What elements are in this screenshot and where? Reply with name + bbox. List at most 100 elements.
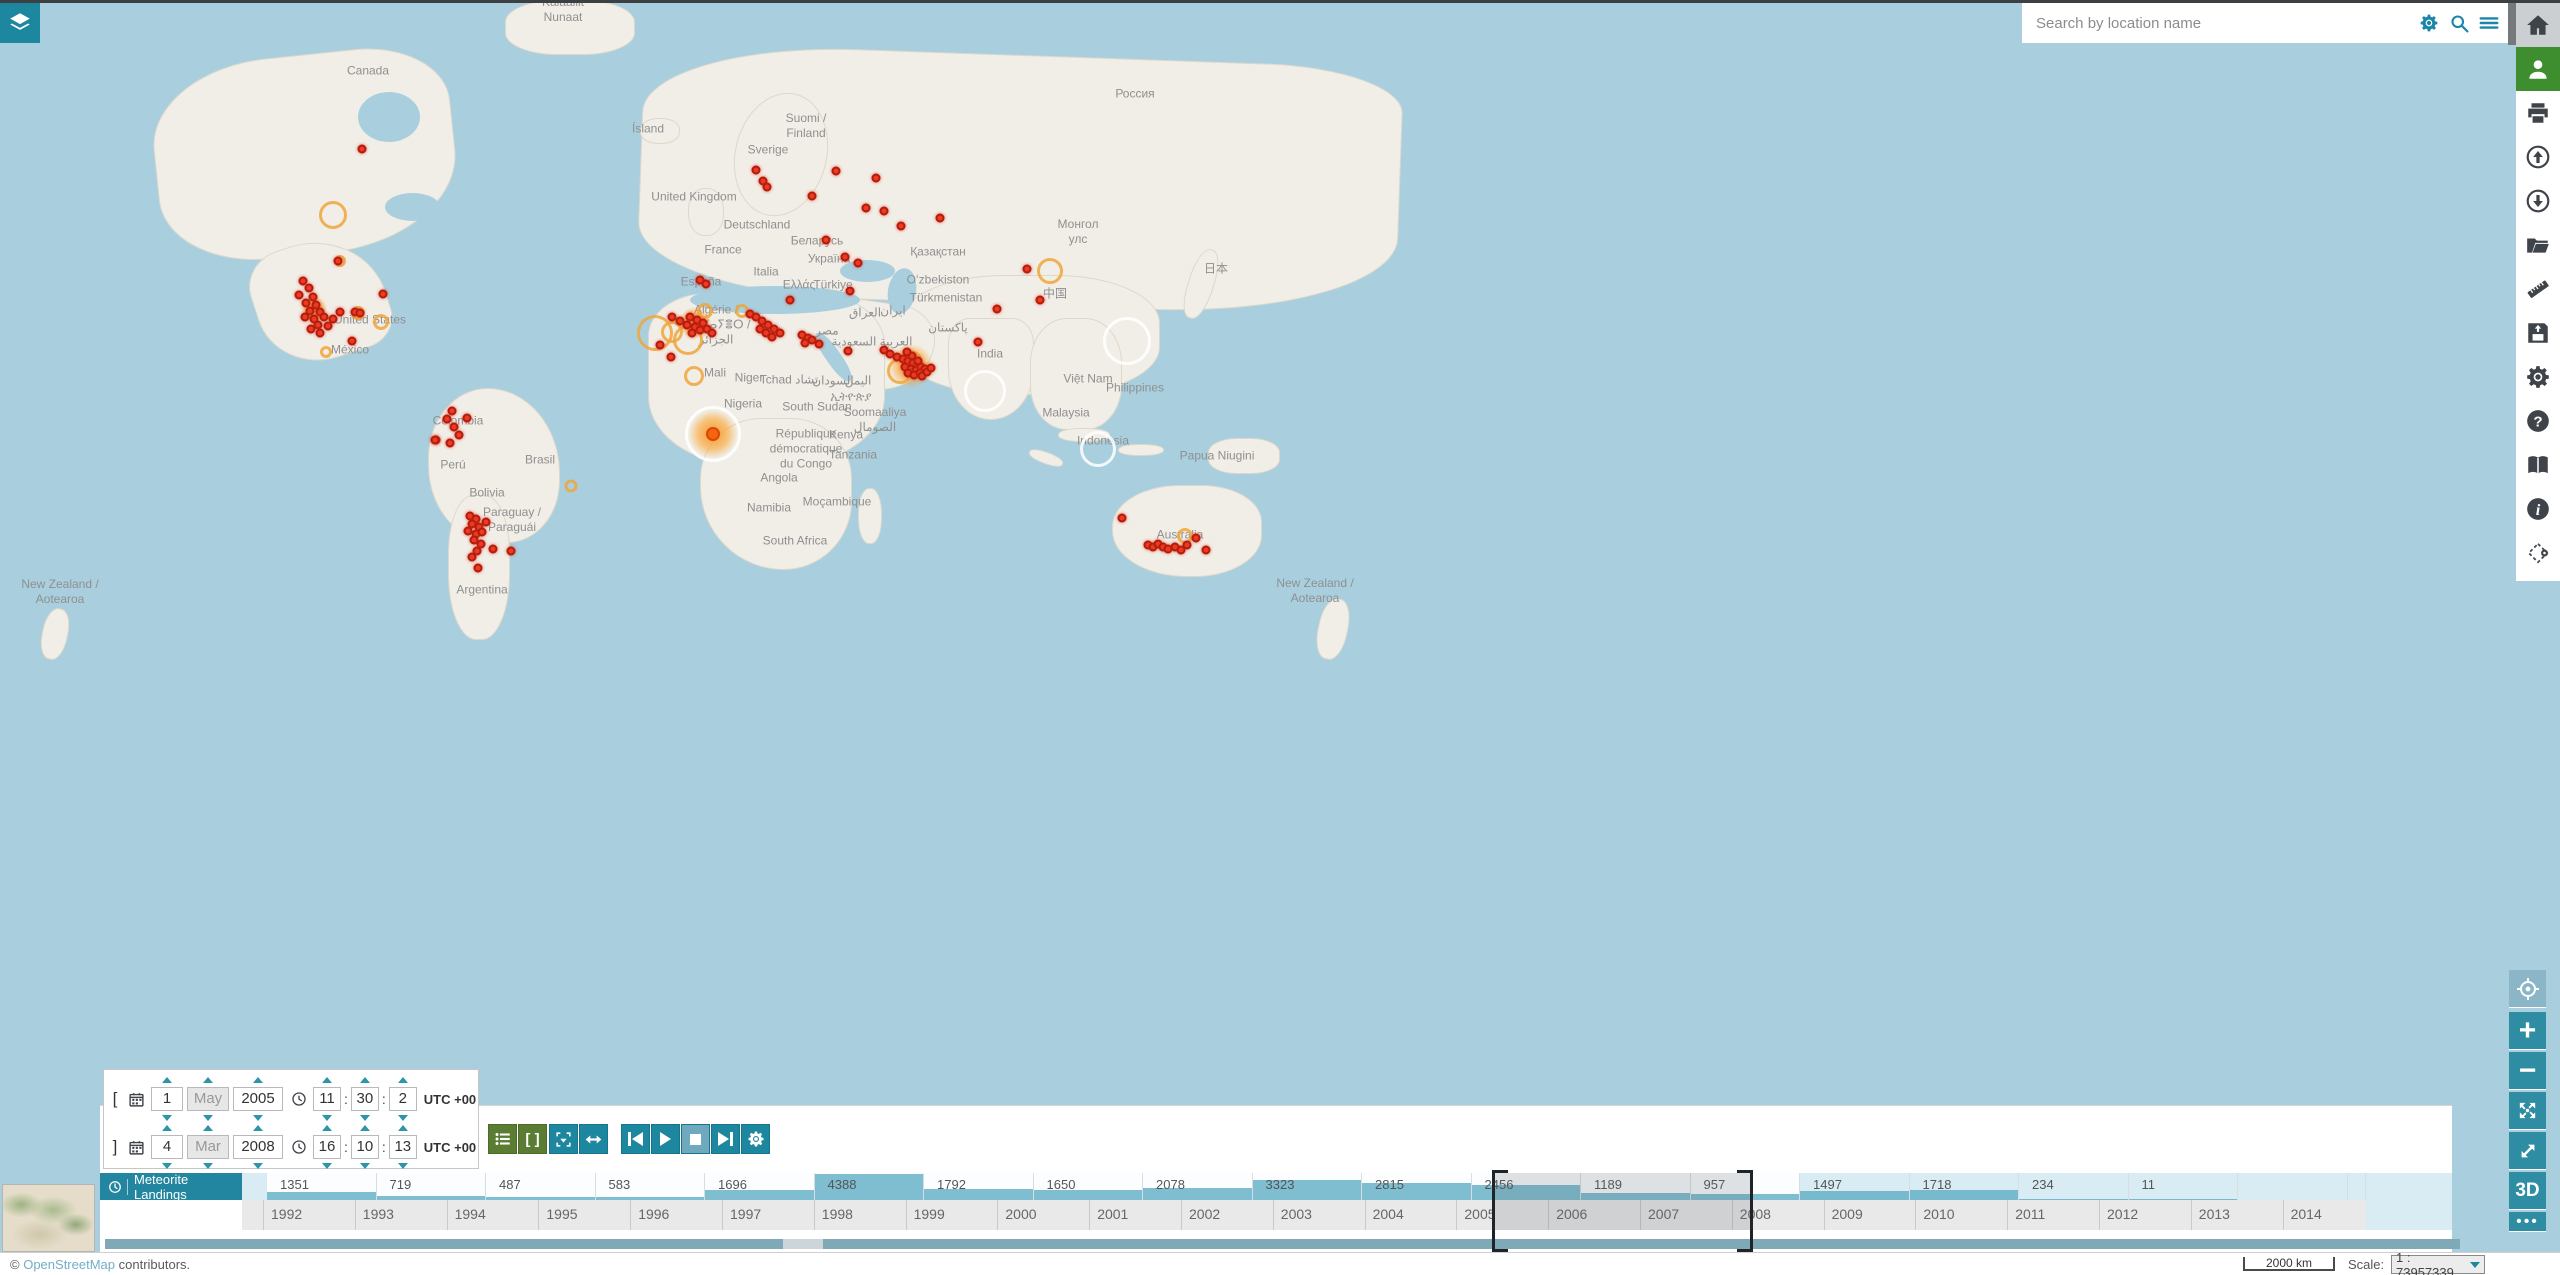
meteorite-point[interactable] xyxy=(347,336,357,346)
start-second-field[interactable]: 2 xyxy=(388,1087,417,1111)
timeline-scrollbar[interactable] xyxy=(105,1239,2460,1249)
timeline-bin[interactable]: 1718 xyxy=(1909,1173,2019,1200)
start-day-field[interactable]: 1 xyxy=(151,1087,183,1111)
view-3d-button[interactable]: 3D xyxy=(2509,1172,2546,1210)
timeline-layer-tab[interactable]: Meteorite Landings xyxy=(100,1172,242,1202)
openstreetmap-link[interactable]: OpenStreetMap xyxy=(23,1256,115,1272)
end-hour-field[interactable]: 16 xyxy=(313,1135,341,1159)
meteorite-point[interactable] xyxy=(442,414,452,424)
meteorite-point[interactable] xyxy=(430,435,440,445)
search-input[interactable] xyxy=(2022,3,2414,43)
meteorite-point[interactable] xyxy=(707,328,717,338)
meteorite-point[interactable] xyxy=(300,312,310,322)
start-year-field[interactable]: 2005 xyxy=(233,1087,283,1111)
meteorite-point[interactable] xyxy=(378,289,388,299)
meteorite-point[interactable] xyxy=(667,312,677,322)
meteorite-point[interactable] xyxy=(333,256,343,266)
meteorite-point[interactable] xyxy=(762,182,772,192)
meteorite-point[interactable] xyxy=(913,356,923,366)
timeline-bin[interactable]: 1497 xyxy=(1800,1173,1910,1200)
sidebar-item-save[interactable] xyxy=(2516,311,2560,355)
meteorite-point[interactable] xyxy=(335,307,345,317)
meteorite-point[interactable] xyxy=(853,258,863,268)
meteorite-point[interactable] xyxy=(845,286,855,296)
sidebar-item-select-extent[interactable] xyxy=(2516,531,2560,575)
meteorite-point[interactable] xyxy=(1035,295,1045,305)
sidebar-item-info[interactable]: i xyxy=(2516,487,2560,531)
playback-settings-button[interactable] xyxy=(741,1124,770,1154)
end-second-field[interactable]: 13 xyxy=(388,1135,417,1159)
meteorite-point[interactable] xyxy=(807,191,817,201)
meteorite-point[interactable] xyxy=(1176,545,1186,555)
meteorite-point[interactable] xyxy=(357,144,367,154)
meteorite-point[interactable] xyxy=(454,430,464,440)
meteorite-point[interactable] xyxy=(298,276,308,286)
selection-bracket-left[interactable] xyxy=(1492,1170,1495,1252)
meteorite-point[interactable] xyxy=(902,347,912,357)
sidebar-item-open[interactable] xyxy=(2516,223,2560,267)
timeline-bin[interactable]: 1650 xyxy=(1033,1173,1143,1200)
sidebar-item-settings[interactable] xyxy=(2516,355,2560,399)
timeline-bin[interactable]: 957 xyxy=(1690,1173,1800,1200)
sidebar-item-user[interactable] xyxy=(2516,47,2560,91)
meteorite-point[interactable] xyxy=(304,283,314,293)
meteorite-point[interactable] xyxy=(306,324,316,334)
meteorite-point[interactable] xyxy=(1201,545,1211,555)
sidebar-item-print[interactable] xyxy=(2516,91,2560,135)
meteorite-point[interactable] xyxy=(840,252,850,262)
meteorite-point[interactable] xyxy=(992,304,1002,314)
meteorite-point[interactable] xyxy=(751,165,761,175)
timeline-bin[interactable]: 1189 xyxy=(1581,1173,1691,1200)
meteorite-point[interactable] xyxy=(315,328,325,338)
meteorite-point[interactable] xyxy=(467,552,477,562)
sidebar-item-measure[interactable] xyxy=(2516,267,2560,311)
timeline-bin[interactable]: 3323 xyxy=(1252,1173,1362,1200)
meteorite-point[interactable] xyxy=(814,339,824,349)
meteorite-point[interactable] xyxy=(447,406,457,416)
meteorite-point[interactable] xyxy=(701,279,711,289)
sidebar-item-home[interactable] xyxy=(2516,3,2560,47)
fit-selection-button[interactable] xyxy=(549,1124,578,1154)
skip-to-start-button[interactable] xyxy=(621,1124,650,1154)
meteorite-point[interactable] xyxy=(305,306,315,316)
menu-hamburger-icon[interactable] xyxy=(2474,8,2504,38)
meteorite-point[interactable] xyxy=(935,213,945,223)
timeline-bin[interactable]: 234 xyxy=(2019,1173,2129,1200)
meteorite-point[interactable] xyxy=(445,438,455,448)
timeline-histogram-row[interactable]: 1351 719 487 583 1696 4388 1792 1650 2078 3323 281… xyxy=(242,1173,2366,1200)
expand-panel-button[interactable] xyxy=(2509,1132,2546,1170)
end-year-field[interactable]: 2008 xyxy=(233,1135,283,1159)
meteorite-point[interactable] xyxy=(973,337,983,347)
end-month-field[interactable]: Mar xyxy=(187,1135,229,1159)
timeline-bin[interactable]: 1792 xyxy=(924,1173,1034,1200)
sidebar-item-upload[interactable] xyxy=(2516,135,2560,179)
end-minute-field[interactable]: 10 xyxy=(350,1135,379,1159)
meteorite-point[interactable] xyxy=(472,546,482,556)
sidebar-item-docs[interactable] xyxy=(2516,443,2560,487)
timeline-bin[interactable] xyxy=(2347,1173,2366,1200)
meteorite-point[interactable] xyxy=(319,312,329,322)
meteorite-point[interactable] xyxy=(477,527,487,537)
timeline-bin[interactable] xyxy=(2238,1173,2348,1200)
meteorite-point[interactable] xyxy=(1191,533,1201,543)
range-width-button[interactable] xyxy=(579,1124,608,1154)
fullscreen-button[interactable] xyxy=(2509,1092,2546,1130)
timeline-scrollbar-thumb[interactable] xyxy=(783,1239,823,1249)
meteorite-point[interactable] xyxy=(879,206,889,216)
meteorite-point[interactable] xyxy=(687,328,697,338)
meteorite-point[interactable] xyxy=(481,517,491,527)
meteorite-point[interactable] xyxy=(355,308,365,318)
meteorite-point[interactable] xyxy=(1117,513,1127,523)
more-options-button[interactable]: ••• xyxy=(2509,1212,2546,1232)
start-hour-field[interactable]: 11 xyxy=(313,1087,341,1111)
overview-minimap[interactable] xyxy=(2,1184,95,1252)
timeline-bin[interactable]: 2456 xyxy=(1471,1173,1581,1200)
stop-button[interactable] xyxy=(681,1124,710,1154)
meteorite-point[interactable] xyxy=(871,173,881,183)
timeline-years-axis[interactable]: 1992 1993 1994 1995 1996 1997 1998 1999 2000 2001… xyxy=(242,1200,2414,1230)
sidebar-item-help[interactable]: ? xyxy=(2516,399,2560,443)
meteorite-point[interactable] xyxy=(506,546,516,556)
meteorite-point[interactable] xyxy=(301,298,311,308)
meteorite-point[interactable] xyxy=(328,314,338,324)
meteorite-point[interactable] xyxy=(666,352,676,362)
